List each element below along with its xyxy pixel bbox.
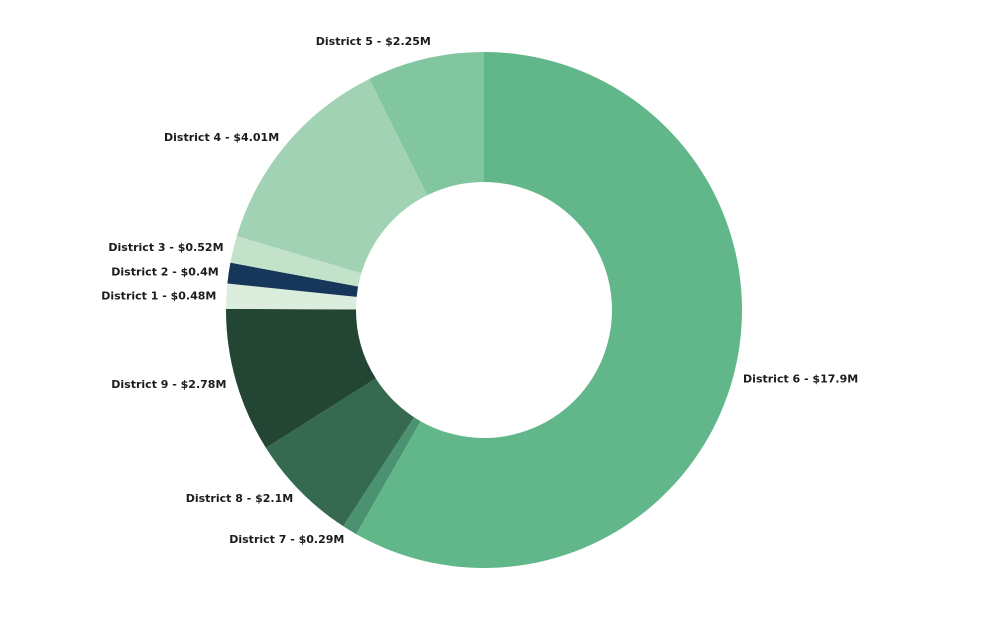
slice-label: District 7 - $0.29M bbox=[229, 533, 344, 546]
slice-district-6 bbox=[356, 52, 742, 568]
slice-label: District 2 - $0.4M bbox=[111, 266, 218, 279]
slice-district-9 bbox=[226, 308, 376, 448]
slice-label: District 8 - $2.1M bbox=[186, 492, 293, 505]
slice-label: District 1 - $0.48M bbox=[101, 290, 216, 303]
slice-label: District 5 - $2.25M bbox=[316, 35, 431, 48]
slice-district-2 bbox=[227, 262, 359, 297]
slice-district-1 bbox=[226, 283, 357, 310]
slice-district-5 bbox=[369, 52, 484, 196]
slice-label: District 9 - $2.78M bbox=[111, 378, 226, 391]
slice-label: District 3 - $0.52M bbox=[108, 241, 223, 254]
slice-district-7 bbox=[343, 417, 421, 535]
slice-label: District 4 - $4.01M bbox=[164, 131, 279, 144]
slice-district-3 bbox=[230, 236, 362, 287]
slice-district-4 bbox=[236, 78, 428, 274]
slice-district-8 bbox=[265, 378, 415, 527]
slice-label: District 6 - $17.9M bbox=[743, 373, 858, 386]
